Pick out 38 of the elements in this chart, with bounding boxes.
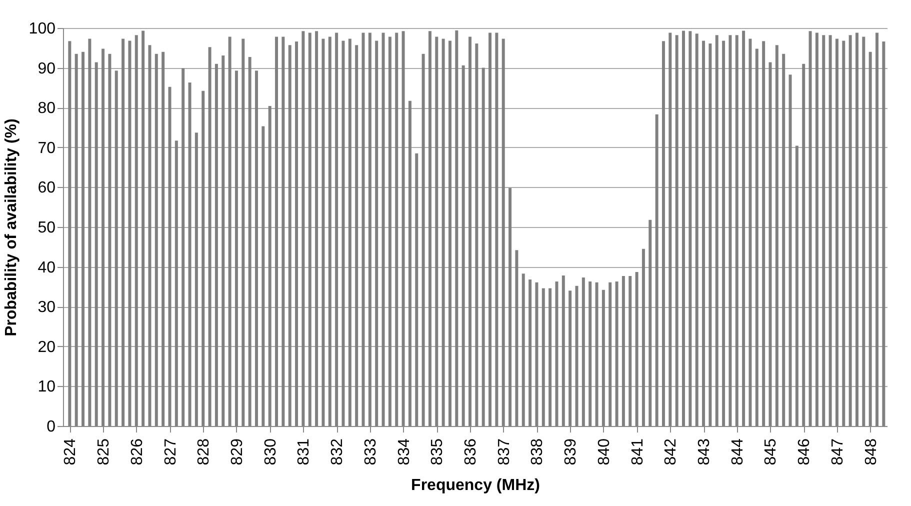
y-axis-title: Probability of availability (%) — [2, 118, 20, 336]
x-tick-label: 840 — [596, 438, 613, 466]
x-tick-label: 839 — [562, 438, 580, 466]
y-tick-label: 80 — [38, 100, 56, 118]
y-tick-label: 20 — [38, 338, 56, 356]
x-tick-label: 831 — [296, 438, 313, 466]
y-tick-label: 40 — [38, 259, 56, 276]
x-tick-label: 846 — [796, 438, 814, 466]
x-tick-label: 829 — [228, 438, 246, 466]
x-tick-label: 836 — [462, 438, 480, 466]
y-tick-label: 60 — [38, 180, 56, 197]
x-tick-label: 843 — [696, 438, 714, 466]
x-tick-label: 827 — [162, 438, 180, 466]
x-tick-label: 838 — [529, 438, 546, 466]
x-axis-title: Frequency (MHz) — [411, 477, 540, 494]
x-tick-label: 844 — [729, 438, 746, 466]
x-tick-label: 845 — [762, 438, 780, 466]
x-tick-label: 842 — [662, 438, 680, 466]
x-tick-label: 830 — [262, 438, 280, 466]
x-tick-label: 825 — [96, 438, 113, 466]
y-tick-label: 100 — [28, 20, 56, 38]
x-tick-label: 841 — [629, 438, 646, 466]
x-tick-label: 835 — [429, 438, 446, 466]
y-tick-label: 50 — [38, 220, 56, 236]
y-tick-label: 30 — [38, 299, 56, 316]
y-tick-label: 0 — [46, 418, 56, 436]
x-tick-label: 837 — [496, 438, 513, 466]
x-tick-label: 848 — [862, 438, 880, 466]
x-tick-label: 833 — [362, 438, 380, 466]
y-tick-label: 90 — [38, 60, 56, 78]
x-tick-label: 828 — [196, 438, 213, 466]
x-tick-label: 824 — [62, 438, 80, 466]
y-tick-label: 70 — [38, 140, 56, 157]
x-tick-label: 826 — [128, 438, 146, 466]
x-tick-label: 847 — [829, 438, 846, 466]
y-tick-label: 10 — [38, 378, 56, 396]
x-tick-label: 834 — [396, 438, 413, 466]
x-tick-label: 832 — [329, 438, 346, 466]
